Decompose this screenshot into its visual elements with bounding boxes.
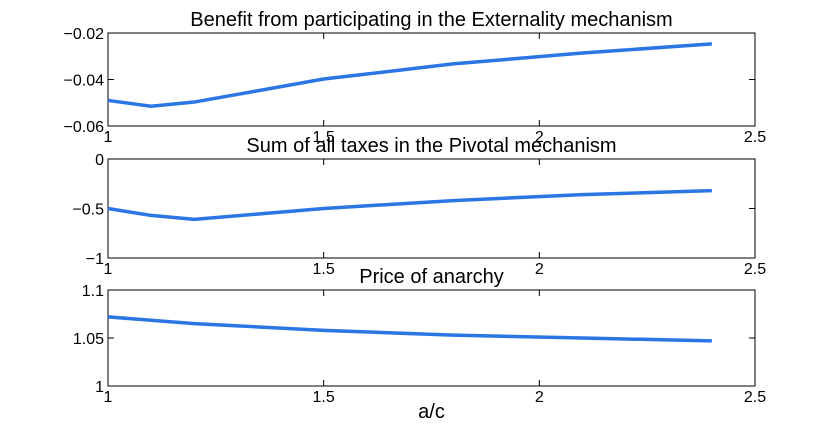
x-tick-label: 1.5 [313, 129, 335, 146]
y-tick-label: −1 [86, 251, 104, 268]
x-tick-label: 2 [535, 261, 544, 278]
line [107, 315, 712, 343]
chart-title: Sum of all taxes in the Pivotal mechanis… [246, 135, 616, 157]
line [107, 188, 712, 222]
y-tick-label: −0.02 [64, 26, 105, 43]
chart-title: Price of anarchy [359, 266, 504, 288]
axes-box [107, 158, 756, 259]
y-tick-label: −0.06 [64, 119, 105, 136]
x-tick-label: 1 [104, 129, 113, 146]
x-tick-label: 2.5 [744, 389, 766, 406]
x-tick-label: 1.5 [313, 261, 335, 278]
x-tick-label: 1 [104, 261, 113, 278]
x-tick-label: 1 [104, 389, 113, 406]
chart-title: Benefit from participating in the Extern… [190, 9, 672, 31]
y-tick-label: 1.1 [82, 283, 104, 300]
x-tick-label: 2 [535, 129, 544, 146]
y-tick-label: −0.5 [72, 202, 104, 219]
y-tick-label: 1.05 [73, 331, 104, 348]
y-tick-label: 0 [95, 152, 104, 169]
line [107, 42, 712, 108]
x-tick-label: 2 [535, 389, 544, 406]
y-tick-label: 1 [95, 379, 104, 396]
x-axis-label: a/c [418, 401, 445, 423]
x-tick-label: 1.5 [313, 389, 335, 406]
x-tick-label: 2.5 [744, 129, 766, 146]
y-tick-label: −0.04 [64, 73, 105, 90]
x-tick-label: 2.5 [744, 261, 766, 278]
